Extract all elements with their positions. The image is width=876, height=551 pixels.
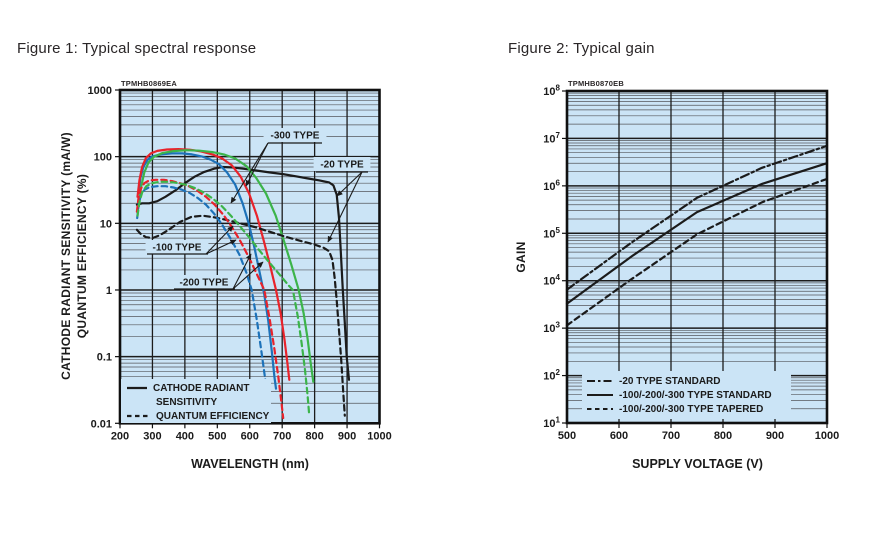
x-tick-label: 800 [714, 430, 732, 442]
figure2-title: Figure 2: Typical gain [508, 40, 655, 57]
figure1-y-axis-title-line1: CATHODE RADIANT SENSITIVITY (mA/W) [59, 132, 73, 380]
legend-row-standard: -100/-200/-300 TYPE STANDARD [586, 388, 791, 402]
curve [135, 178, 285, 420]
x-tick-label: 400 [176, 430, 194, 442]
plot-frame [118, 88, 381, 425]
x-tick-label: 600 [610, 430, 628, 442]
legend-label: SENSITIVITY [156, 396, 218, 408]
legend-row-quantum-efficiency: QUANTUM EFFICIENCY [126, 409, 271, 423]
dashed-line-sample-icon [586, 406, 614, 412]
callout-label: -100 TYPE [153, 243, 202, 254]
callout-arrow [230, 142, 269, 204]
callout-label: -300 TYPE [271, 131, 320, 142]
legend-row-cathode-radiant: CATHODE RADIANT [126, 381, 271, 395]
tick-marks [562, 90, 828, 428]
y-tick-label: 0.1 [97, 352, 112, 364]
callout-annotations: -300 TYPE -20 TYPE -100 TYPE -200 TYPE [145, 128, 371, 290]
legend-label: QUANTUM EFFICIENCY [156, 410, 270, 422]
callout-arrow [205, 239, 237, 255]
data-curves [565, 144, 829, 327]
y-tick-label: 106 [543, 178, 560, 193]
curve [135, 214, 346, 417]
figure1-y-axis-title: CATHODE RADIANT SENSITIVITY (mA/W) QUANT… [58, 86, 90, 426]
solid-line-sample-icon [586, 392, 614, 398]
figure1-y-axis-title-line2: QUANTUM EFFICIENCY (%) [75, 173, 89, 339]
plot-frame [565, 89, 829, 425]
callout-arrow [245, 142, 269, 187]
y-tick-label: 0.01 [91, 418, 112, 430]
callout-backdrop [145, 240, 209, 254]
curve [136, 185, 271, 420]
x-tick-label: 900 [766, 430, 784, 442]
x-tick-label: 900 [338, 430, 356, 442]
x-tick-label: 200 [111, 430, 129, 442]
callout-arrow [232, 261, 264, 290]
figure2-x-axis-title: SUPPLY VOLTAGE (V) [632, 457, 763, 471]
curve [565, 144, 829, 291]
y-tick-label: 10 [100, 218, 112, 230]
x-tick-label: 500 [558, 430, 576, 442]
callout-arrow [327, 171, 363, 243]
callout-label: -200 TYPE [180, 278, 229, 289]
curve [565, 177, 829, 327]
tick-marks [115, 89, 381, 429]
y-tick-label: 104 [543, 273, 560, 288]
callout-arrow [336, 171, 363, 197]
x-tick-label: 700 [273, 430, 291, 442]
legend-label: CATHODE RADIANT [153, 382, 250, 394]
tick-labels: 200 300 400 500 600 700 800 900 1000 1000 100 10 1 0.… [88, 85, 392, 442]
callout-backdrop [172, 275, 236, 289]
figure1-x-axis-title: WAVELENGTH (nm) [191, 457, 309, 471]
callout-backdrop [313, 157, 371, 171]
curve [565, 162, 829, 305]
y-tick-label: 1000 [88, 85, 112, 97]
figure2-legend: -20 TYPE STANDARD -100/-200/-300 TYPE ST… [582, 371, 791, 419]
figure2-chart-code: TPMHB0870EB [568, 79, 624, 88]
legend-label: -100/-200/-300 TYPE TAPERED [619, 403, 764, 415]
figure1-title: Figure 1: Typical spectral response [17, 40, 257, 57]
x-tick-label: 500 [208, 430, 226, 442]
curve [136, 148, 291, 381]
y-tick-label: 103 [543, 321, 560, 336]
data-curves [135, 148, 351, 420]
legend-row-tapered: -100/-200/-300 TYPE TAPERED [586, 402, 791, 416]
y-tick-label: 108 [543, 84, 560, 99]
y-tick-label: 1 [106, 285, 112, 297]
dashdot-line-sample-icon [586, 378, 614, 384]
x-tick-label: 700 [662, 430, 680, 442]
x-tick-label: 800 [305, 430, 323, 442]
legend-label: -100/-200/-300 TYPE STANDARD [619, 389, 772, 401]
figure-1-plot: -300 TYPE -20 TYPE -100 TYPE -200 TYPE 200 30… [88, 85, 392, 442]
figure1-legend: CATHODE RADIANT SENSITIVITY QUANTUM EFFI… [121, 379, 271, 423]
curve [137, 149, 315, 383]
legend-row-sensitivity: SENSITIVITY [126, 395, 271, 409]
callout-label: -20 TYPE [320, 160, 364, 171]
y-tick-label: 102 [543, 368, 560, 383]
curve [135, 165, 351, 381]
callout-arrow [232, 253, 252, 290]
curve [136, 180, 311, 415]
y-tick-label: 105 [543, 226, 560, 241]
legend-label: -20 TYPE STANDARD [619, 375, 721, 387]
callout-arrow [205, 225, 234, 255]
solid-line-sample-icon [126, 385, 148, 391]
y-tick-label: 101 [543, 416, 560, 431]
grid-lines [567, 91, 827, 423]
x-tick-label: 300 [143, 430, 161, 442]
figure2-y-axis-title: GAIN [514, 241, 528, 273]
figure-2-plot: 500 600 700 800 900 1000 108 107 106 105 104 103 102… [543, 84, 839, 443]
callout-backdrop [263, 128, 327, 142]
dashed-line-sample-icon [126, 413, 151, 419]
y-tick-label: 100 [94, 152, 112, 164]
curve [137, 152, 278, 390]
x-tick-label: 600 [241, 430, 259, 442]
legend-row-20-type-standard: -20 TYPE STANDARD [586, 374, 791, 388]
figure1-chart-code: TPMHB0869EA [121, 79, 177, 88]
y-tick-label: 107 [543, 131, 560, 146]
x-tick-label: 1000 [815, 430, 839, 442]
x-tick-label: 1000 [367, 430, 391, 442]
tick-labels: 500 600 700 800 900 1000 108 107 106 105 104 103 102… [543, 84, 839, 443]
